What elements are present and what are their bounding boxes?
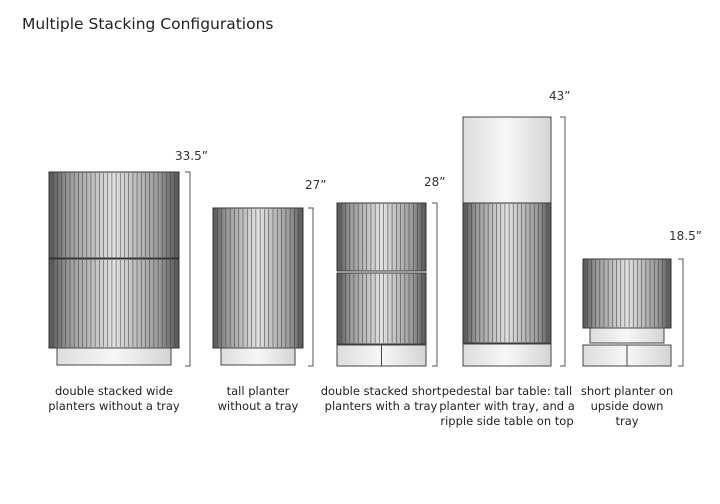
caption-tall-planter: tall planter without a tray — [217, 384, 299, 413]
height-label-3: 28” — [424, 175, 446, 189]
short-planter-top — [336, 202, 427, 272]
wide-planter-bottom — [48, 258, 180, 349]
height-label-2: 27” — [305, 178, 327, 192]
short-planter-bottom — [336, 272, 427, 345]
tray-pedestal — [462, 343, 552, 367]
short-planter — [582, 258, 672, 329]
caption-short-planter: short planter on upside down tray — [580, 384, 674, 428]
height-bracket-5 — [678, 258, 684, 367]
short-planter-base — [589, 327, 665, 344]
height-label-4: 43” — [549, 89, 571, 103]
ripple-side-table — [462, 116, 552, 204]
tall-planter-base — [220, 347, 296, 366]
caption-pedestal: pedestal bar table: tall planter with tr… — [439, 384, 575, 428]
caption-double-wide: double stacked wide planters without a t… — [48, 384, 180, 413]
wide-planter-base — [56, 347, 172, 366]
tall-planter-pedestal — [462, 202, 552, 344]
page-title: Multiple Stacking Configurations — [22, 15, 274, 33]
height-bracket-4 — [560, 116, 566, 367]
height-label-5: 18.5” — [669, 229, 702, 243]
wide-planter-top — [48, 171, 180, 259]
caption-double-short: double stacked short planters with a tra… — [320, 384, 442, 413]
height-bracket-1 — [185, 171, 191, 367]
tall-planter — [212, 207, 304, 349]
height-bracket-2 — [308, 207, 314, 367]
height-label-1: 33.5” — [175, 149, 208, 163]
height-bracket-3 — [432, 202, 438, 367]
